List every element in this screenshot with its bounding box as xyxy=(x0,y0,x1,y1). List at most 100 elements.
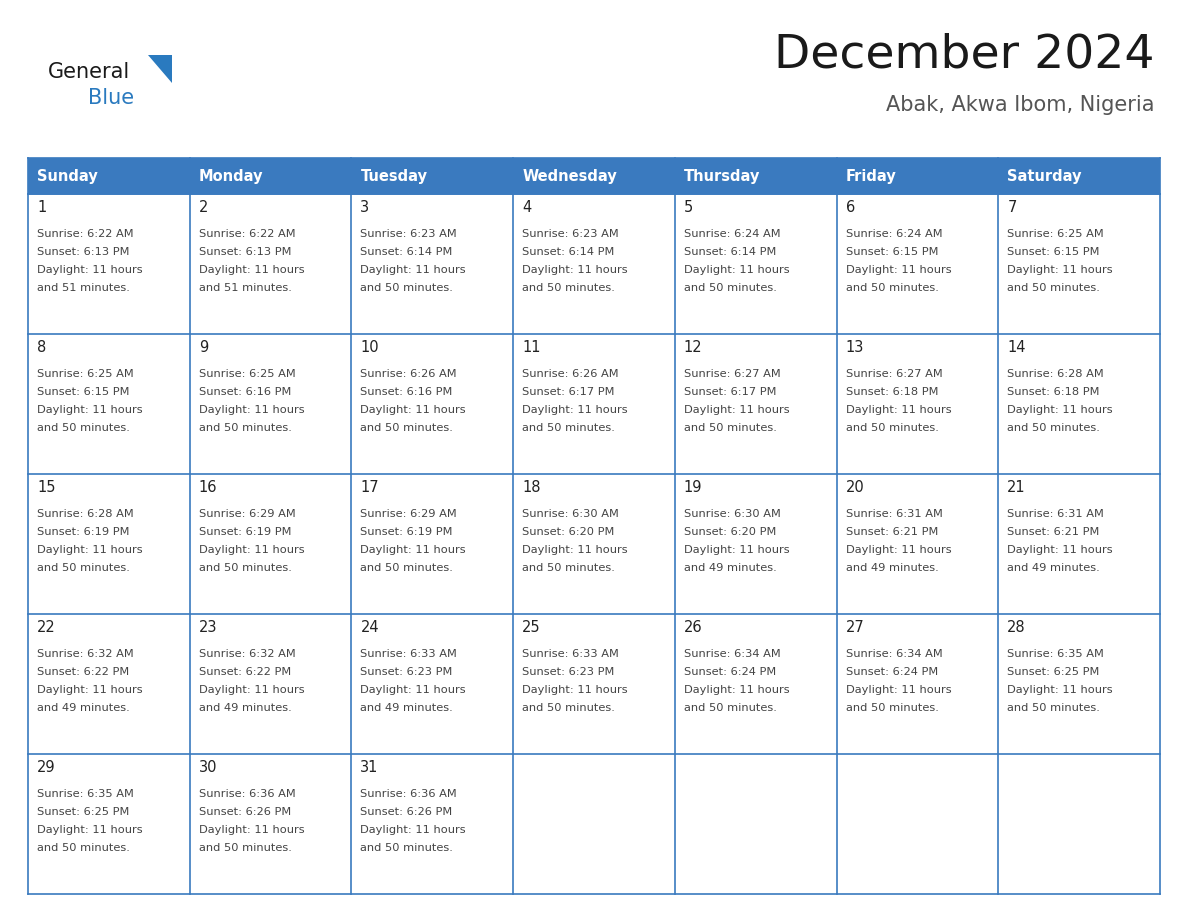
Text: Sunset: 6:25 PM: Sunset: 6:25 PM xyxy=(1007,667,1100,677)
Text: and 50 minutes.: and 50 minutes. xyxy=(360,843,454,853)
Bar xyxy=(352,754,513,894)
Text: Daylight: 11 hours: Daylight: 11 hours xyxy=(37,545,143,555)
Text: Sunrise: 6:25 AM: Sunrise: 6:25 AM xyxy=(198,369,296,379)
Text: and 50 minutes.: and 50 minutes. xyxy=(684,423,777,433)
Bar xyxy=(836,614,998,754)
Text: and 50 minutes.: and 50 minutes. xyxy=(198,423,291,433)
Text: 27: 27 xyxy=(846,620,865,634)
Text: and 50 minutes.: and 50 minutes. xyxy=(523,283,615,293)
Bar xyxy=(998,754,1159,894)
Text: 24: 24 xyxy=(360,620,379,634)
Bar xyxy=(513,194,675,334)
Text: Sunset: 6:19 PM: Sunset: 6:19 PM xyxy=(198,527,291,537)
Text: 15: 15 xyxy=(37,479,56,495)
Bar xyxy=(190,158,352,194)
Text: Daylight: 11 hours: Daylight: 11 hours xyxy=(1007,545,1113,555)
Bar xyxy=(29,194,190,334)
Bar xyxy=(29,334,190,474)
Text: 13: 13 xyxy=(846,340,864,354)
Text: Tuesday: Tuesday xyxy=(360,169,428,184)
Text: and 49 minutes.: and 49 minutes. xyxy=(1007,563,1100,573)
Text: Daylight: 11 hours: Daylight: 11 hours xyxy=(523,265,627,275)
Text: Daylight: 11 hours: Daylight: 11 hours xyxy=(360,265,466,275)
Text: and 50 minutes.: and 50 minutes. xyxy=(360,283,454,293)
Text: Sunset: 6:15 PM: Sunset: 6:15 PM xyxy=(1007,247,1100,257)
Bar xyxy=(513,158,675,194)
Bar xyxy=(352,334,513,474)
Bar xyxy=(836,754,998,894)
Text: Sunset: 6:23 PM: Sunset: 6:23 PM xyxy=(523,667,614,677)
Text: Sunset: 6:20 PM: Sunset: 6:20 PM xyxy=(684,527,776,537)
Text: Daylight: 11 hours: Daylight: 11 hours xyxy=(198,265,304,275)
Text: Daylight: 11 hours: Daylight: 11 hours xyxy=(523,685,627,695)
Text: Sunset: 6:25 PM: Sunset: 6:25 PM xyxy=(37,807,129,817)
Bar xyxy=(836,194,998,334)
Text: Sunset: 6:15 PM: Sunset: 6:15 PM xyxy=(37,387,129,397)
Text: Sunrise: 6:34 AM: Sunrise: 6:34 AM xyxy=(846,649,942,659)
Text: Daylight: 11 hours: Daylight: 11 hours xyxy=(37,825,143,835)
Text: 21: 21 xyxy=(1007,479,1026,495)
Text: Sunrise: 6:26 AM: Sunrise: 6:26 AM xyxy=(360,369,457,379)
Text: Sunset: 6:24 PM: Sunset: 6:24 PM xyxy=(684,667,776,677)
Bar xyxy=(29,158,190,194)
Text: Sunrise: 6:28 AM: Sunrise: 6:28 AM xyxy=(37,509,134,519)
Polygon shape xyxy=(148,55,172,83)
Text: Sunset: 6:17 PM: Sunset: 6:17 PM xyxy=(523,387,614,397)
Text: Blue: Blue xyxy=(88,88,134,108)
Text: and 50 minutes.: and 50 minutes. xyxy=(198,563,291,573)
Text: and 50 minutes.: and 50 minutes. xyxy=(37,563,129,573)
Bar xyxy=(513,474,675,614)
Text: Sunset: 6:13 PM: Sunset: 6:13 PM xyxy=(198,247,291,257)
Text: Sunrise: 6:33 AM: Sunrise: 6:33 AM xyxy=(523,649,619,659)
Text: Sunrise: 6:35 AM: Sunrise: 6:35 AM xyxy=(1007,649,1104,659)
Bar xyxy=(513,334,675,474)
Text: Daylight: 11 hours: Daylight: 11 hours xyxy=(360,405,466,415)
Bar xyxy=(998,158,1159,194)
Text: and 50 minutes.: and 50 minutes. xyxy=(37,423,129,433)
Text: 29: 29 xyxy=(37,759,56,775)
Text: and 50 minutes.: and 50 minutes. xyxy=(198,843,291,853)
Text: 14: 14 xyxy=(1007,340,1025,354)
Text: Sunrise: 6:27 AM: Sunrise: 6:27 AM xyxy=(684,369,781,379)
Text: Daylight: 11 hours: Daylight: 11 hours xyxy=(846,545,952,555)
Text: 16: 16 xyxy=(198,479,217,495)
Text: Abak, Akwa Ibom, Nigeria: Abak, Akwa Ibom, Nigeria xyxy=(886,95,1155,115)
Text: and 50 minutes.: and 50 minutes. xyxy=(360,563,454,573)
Text: 6: 6 xyxy=(846,199,855,215)
Text: Sunset: 6:23 PM: Sunset: 6:23 PM xyxy=(360,667,453,677)
Text: Sunrise: 6:30 AM: Sunrise: 6:30 AM xyxy=(684,509,781,519)
Bar xyxy=(998,474,1159,614)
Text: 3: 3 xyxy=(360,199,369,215)
Text: 8: 8 xyxy=(37,340,46,354)
Text: Daylight: 11 hours: Daylight: 11 hours xyxy=(684,405,790,415)
Text: Sunrise: 6:25 AM: Sunrise: 6:25 AM xyxy=(37,369,134,379)
Text: and 50 minutes.: and 50 minutes. xyxy=(523,423,615,433)
Bar xyxy=(998,194,1159,334)
Bar xyxy=(675,474,836,614)
Text: Sunrise: 6:36 AM: Sunrise: 6:36 AM xyxy=(360,789,457,799)
Text: Sunrise: 6:22 AM: Sunrise: 6:22 AM xyxy=(37,229,133,239)
Text: Daylight: 11 hours: Daylight: 11 hours xyxy=(1007,685,1113,695)
Text: 7: 7 xyxy=(1007,199,1017,215)
Text: Sunrise: 6:27 AM: Sunrise: 6:27 AM xyxy=(846,369,942,379)
Text: and 50 minutes.: and 50 minutes. xyxy=(523,563,615,573)
Text: Sunrise: 6:23 AM: Sunrise: 6:23 AM xyxy=(523,229,619,239)
Text: and 49 minutes.: and 49 minutes. xyxy=(684,563,777,573)
Bar xyxy=(29,474,190,614)
Text: Daylight: 11 hours: Daylight: 11 hours xyxy=(1007,405,1113,415)
Text: Daylight: 11 hours: Daylight: 11 hours xyxy=(198,685,304,695)
Text: Daylight: 11 hours: Daylight: 11 hours xyxy=(360,685,466,695)
Text: Daylight: 11 hours: Daylight: 11 hours xyxy=(684,265,790,275)
Bar xyxy=(675,614,836,754)
Bar xyxy=(836,334,998,474)
Text: 28: 28 xyxy=(1007,620,1026,634)
Text: Sunrise: 6:25 AM: Sunrise: 6:25 AM xyxy=(1007,229,1104,239)
Text: Sunrise: 6:28 AM: Sunrise: 6:28 AM xyxy=(1007,369,1104,379)
Bar xyxy=(836,158,998,194)
Text: 4: 4 xyxy=(523,199,531,215)
Text: Sunrise: 6:31 AM: Sunrise: 6:31 AM xyxy=(1007,509,1104,519)
Text: and 50 minutes.: and 50 minutes. xyxy=(846,703,939,713)
Text: Sunrise: 6:22 AM: Sunrise: 6:22 AM xyxy=(198,229,296,239)
Bar xyxy=(352,194,513,334)
Text: Sunrise: 6:35 AM: Sunrise: 6:35 AM xyxy=(37,789,134,799)
